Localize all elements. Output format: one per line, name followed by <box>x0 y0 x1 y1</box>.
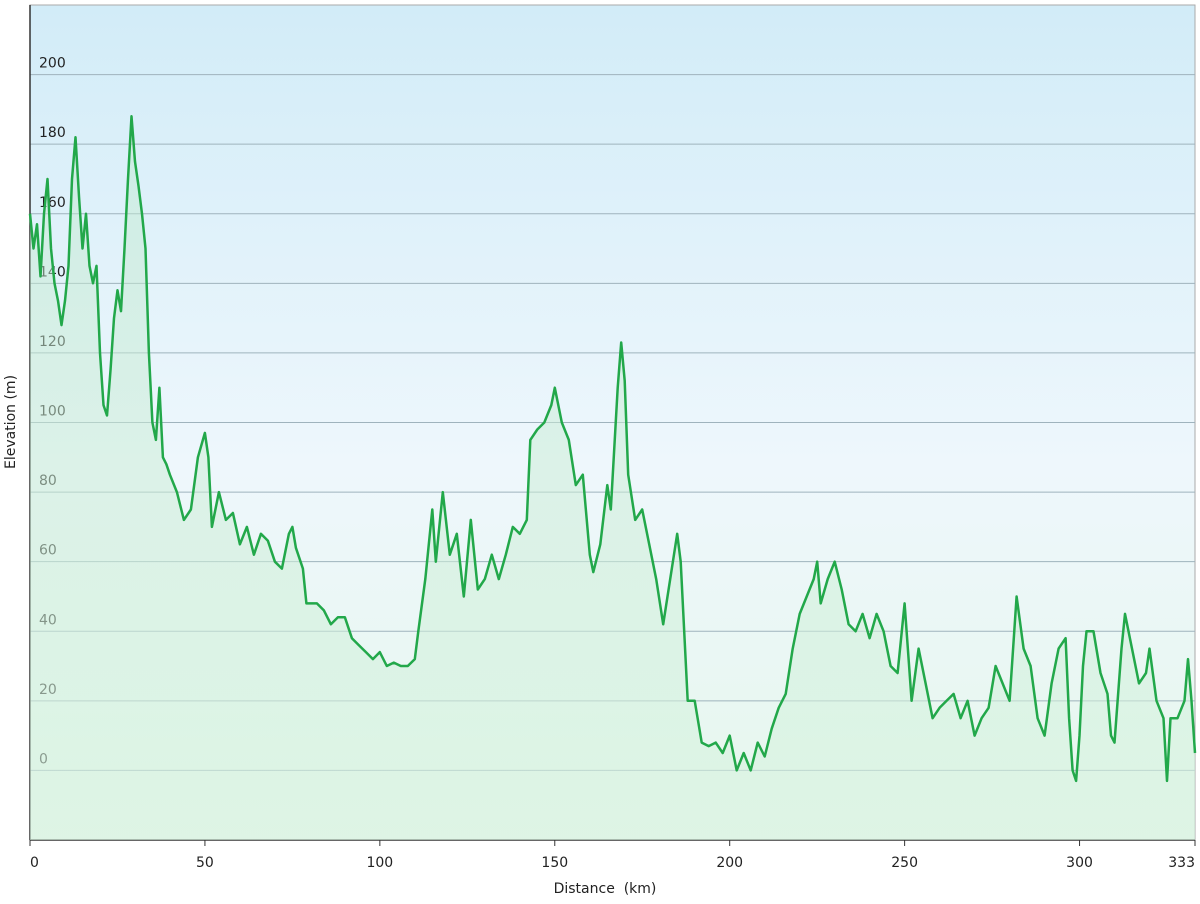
y-tick-label: 200 <box>39 56 66 72</box>
x-tick-label: 50 <box>196 855 214 871</box>
line <box>28 115 1197 783</box>
x-tick-label: 333 <box>1168 855 1195 871</box>
area <box>30 116 1195 841</box>
x-axis-label: Distance (km) <box>554 881 657 897</box>
y-axis-label: Elevation (m) <box>3 375 19 469</box>
y-tick-label: 160 <box>39 195 66 211</box>
x-tick-label: 250 <box>891 855 918 871</box>
x-tick-label: 300 <box>1066 855 1093 871</box>
x-tick-label: 200 <box>716 855 743 871</box>
x-tick-label: 150 <box>541 855 568 871</box>
x-tick-label: 0 <box>30 855 39 871</box>
y-tick-label: 180 <box>39 125 66 141</box>
x-tick-label: 100 <box>366 855 393 871</box>
